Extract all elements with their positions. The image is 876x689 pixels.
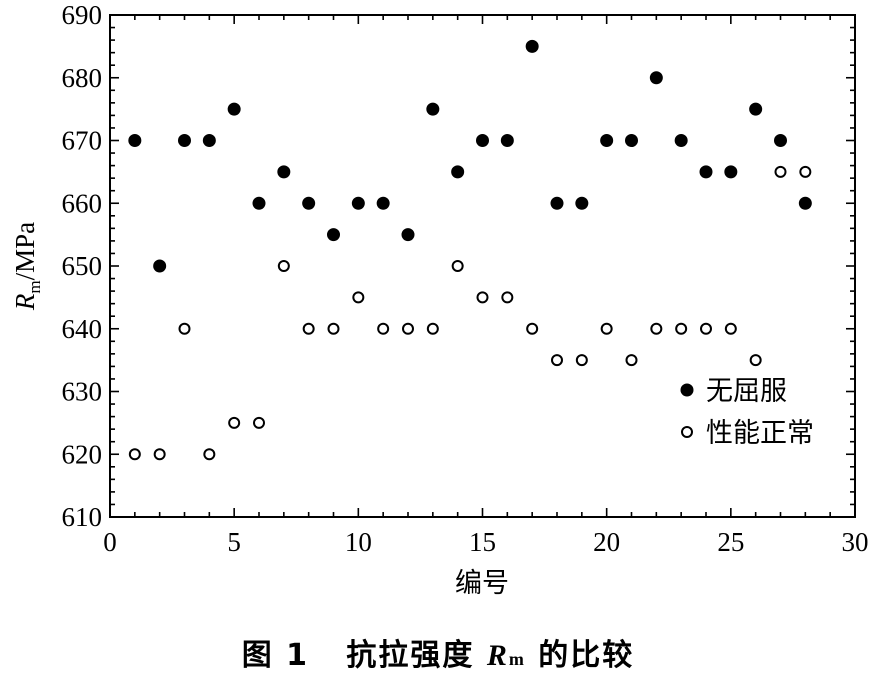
data-points bbox=[128, 39, 812, 461]
y-tick-label: 690 bbox=[62, 0, 103, 30]
y-axis-ticks bbox=[110, 14, 855, 518]
scatter-plot: 0 5 10 15 20 25 30 610 620 630 640 650 660 670 680 690… bbox=[10, 0, 869, 599]
point-no-yield bbox=[153, 259, 167, 273]
x-axis-ticks bbox=[109, 15, 856, 517]
point-normal bbox=[526, 322, 539, 335]
y-tick-label: 640 bbox=[62, 314, 103, 344]
point-no-yield bbox=[525, 39, 539, 53]
point-no-yield bbox=[699, 165, 713, 179]
point-normal bbox=[178, 322, 191, 335]
point-normal bbox=[575, 354, 588, 367]
point-normal bbox=[426, 322, 439, 335]
point-no-yield bbox=[674, 134, 688, 147]
legend-marker-filled bbox=[680, 383, 694, 397]
point-no-yield bbox=[178, 134, 191, 147]
point-normal bbox=[675, 322, 688, 335]
x-tick-label: 10 bbox=[345, 527, 372, 557]
point-no-yield bbox=[451, 165, 465, 179]
y-tick-label: 650 bbox=[62, 251, 103, 281]
chart: 0 5 10 15 20 25 30 610 620 630 640 650 660 670 680 690… bbox=[10, 0, 869, 599]
point-normal bbox=[153, 448, 166, 461]
legend-label-series-2: 性能正常 bbox=[706, 418, 814, 449]
point-no-yield bbox=[749, 102, 763, 116]
point-normal bbox=[277, 260, 290, 272]
point-normal bbox=[128, 448, 141, 461]
point-normal bbox=[203, 448, 216, 461]
point-normal bbox=[302, 322, 315, 335]
point-normal bbox=[253, 416, 265, 429]
caption-title-pre: 抗拉强度 bbox=[346, 638, 475, 673]
point-normal bbox=[551, 354, 563, 367]
legend: 无屈服 性能正常 bbox=[680, 376, 814, 449]
legend-label-series-1: 无屈服 bbox=[706, 376, 787, 407]
point-no-yield bbox=[277, 165, 291, 179]
point-no-yield bbox=[649, 71, 663, 85]
point-normal bbox=[451, 260, 464, 272]
y-tick-label: 670 bbox=[62, 126, 103, 156]
point-no-yield bbox=[401, 228, 415, 242]
point-no-yield bbox=[202, 134, 216, 147]
point-no-yield bbox=[500, 134, 514, 147]
point-normal bbox=[774, 165, 787, 178]
point-no-yield bbox=[128, 134, 142, 147]
caption-symbol-sub: m bbox=[508, 649, 526, 669]
x-tick-label: 25 bbox=[717, 527, 744, 557]
point-no-yield bbox=[302, 196, 316, 210]
point-no-yield bbox=[774, 134, 787, 147]
point-normal bbox=[228, 416, 241, 429]
x-axis-label: 编号 bbox=[455, 568, 509, 599]
point-normal bbox=[476, 291, 489, 304]
x-tick-label: 5 bbox=[227, 527, 241, 557]
legend-marker-open bbox=[681, 426, 693, 438]
point-normal bbox=[700, 322, 712, 335]
point-no-yield bbox=[376, 196, 390, 210]
point-no-yield bbox=[600, 134, 614, 147]
point-no-yield bbox=[575, 196, 589, 210]
caption-title-post: 的比较 bbox=[538, 638, 635, 673]
x-tick-label: 15 bbox=[469, 527, 496, 557]
figure-number: 图 1 bbox=[241, 638, 310, 673]
point-normal bbox=[377, 322, 390, 335]
x-tick-label: 20 bbox=[593, 527, 620, 557]
x-tick-label: 30 bbox=[842, 527, 869, 557]
point-no-yield bbox=[798, 196, 812, 210]
y-tick-label: 680 bbox=[62, 63, 103, 93]
point-no-yield bbox=[327, 228, 340, 242]
point-no-yield bbox=[351, 196, 365, 210]
y-axis-tick-labels: 610 620 630 640 650 660 670 680 690 bbox=[62, 0, 103, 532]
y-axis-label-subscript: m bbox=[25, 280, 44, 293]
y-tick-label: 630 bbox=[62, 377, 103, 407]
point-no-yield bbox=[426, 102, 440, 116]
point-no-yield bbox=[252, 196, 266, 210]
point-normal bbox=[352, 291, 365, 304]
point-no-yield bbox=[476, 134, 489, 147]
x-axis-tick-labels: 0 5 10 15 20 25 30 bbox=[103, 527, 868, 557]
x-tick-label: 0 bbox=[103, 527, 117, 557]
point-no-yield bbox=[724, 165, 738, 179]
point-no-yield bbox=[625, 134, 638, 147]
y-axis-label: Rm/MPa bbox=[10, 222, 44, 311]
y-tick-label: 620 bbox=[62, 439, 103, 469]
point-normal bbox=[650, 322, 663, 335]
point-normal bbox=[600, 322, 613, 335]
point-normal bbox=[402, 322, 414, 335]
figure-caption: 图 1 抗拉强度 Rm 的比较 bbox=[0, 630, 876, 674]
point-no-yield bbox=[550, 196, 564, 210]
caption-symbol: R bbox=[486, 639, 509, 672]
point-no-yield bbox=[227, 102, 241, 116]
y-tick-label: 610 bbox=[62, 502, 103, 532]
point-normal bbox=[724, 322, 737, 335]
point-normal bbox=[749, 354, 762, 367]
svg-text:Rm/MPa: Rm/MPa bbox=[10, 222, 44, 311]
point-normal bbox=[799, 165, 812, 178]
point-normal bbox=[501, 291, 514, 304]
y-axis-label-symbol: R bbox=[10, 293, 40, 311]
y-tick-label: 660 bbox=[62, 188, 103, 218]
point-normal bbox=[625, 354, 638, 367]
point-normal bbox=[327, 322, 340, 335]
y-axis-label-unit: /MPa bbox=[10, 222, 40, 281]
